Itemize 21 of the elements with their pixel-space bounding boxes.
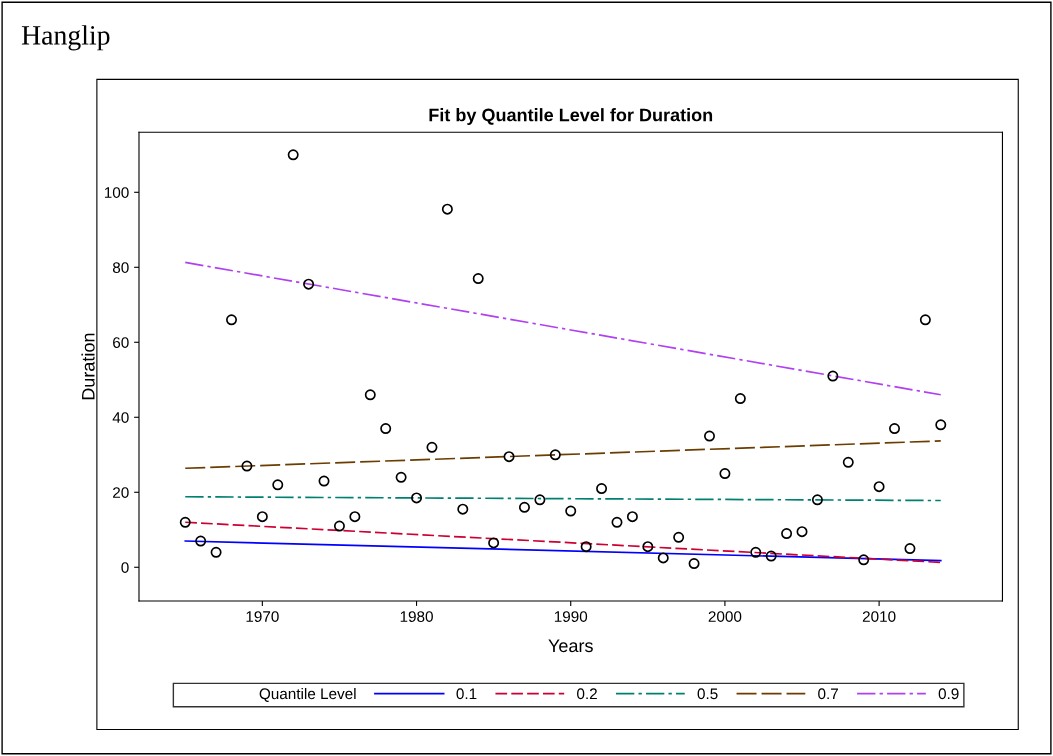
legend-label: 0.9 (938, 688, 959, 700)
x-tick-label: 2000 (708, 611, 742, 622)
legend-label: 0.2 (577, 688, 597, 700)
chart-subtitle: Fit by Quantile Level for Duration (429, 108, 713, 125)
legend-label: 0.7 (818, 688, 838, 700)
x-axis-title: Years (548, 639, 593, 653)
x-tick-label: 1980 (400, 611, 433, 622)
legend-label: 0.5 (697, 688, 718, 700)
x-tick-label: 1990 (554, 611, 588, 622)
y-tick-label: 40 (112, 412, 129, 423)
y-tick-label: 80 (112, 262, 129, 273)
y-tick-label: 20 (113, 487, 129, 498)
y-axis-title: Duration (81, 333, 95, 400)
chart-title: Hanglip (21, 25, 110, 51)
x-tick-label: 1970 (246, 611, 279, 622)
legend-title: Quantile Level (259, 687, 356, 702)
y-tick-label: 60 (113, 337, 129, 348)
y-tick-label: 100 (104, 187, 129, 198)
y-tick-label: 0 (121, 562, 129, 573)
legend-label: 0.1 (456, 688, 477, 700)
x-tick-label: 2010 (862, 611, 896, 622)
